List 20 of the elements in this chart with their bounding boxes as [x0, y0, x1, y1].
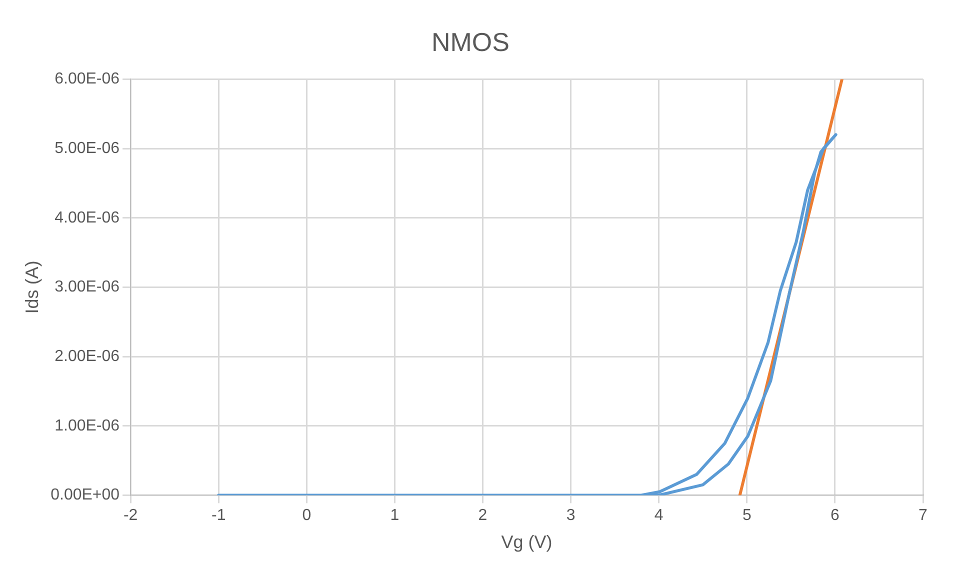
x-tick-label: 1	[390, 507, 400, 524]
y-tick-label: 0.00E+00	[50, 486, 120, 504]
chart-title: NMOS	[432, 26, 510, 57]
x-tick-label: 7	[918, 507, 928, 524]
x-tick-label: 4	[654, 507, 664, 524]
x-tick-label: -1	[211, 507, 226, 524]
x-tick-label: 3	[566, 507, 576, 524]
x-axis-title: Vg (V)	[501, 532, 552, 552]
x-tick-label: 0	[302, 507, 312, 524]
x-tick-label: 5	[742, 507, 752, 524]
x-tick-label: 2	[478, 507, 488, 524]
y-tick-label: 3.00E-06	[54, 278, 120, 296]
x-tick-label: -2	[123, 507, 138, 524]
y-tick-label: 5.00E-06	[54, 140, 120, 157]
y-tick-label: 4.00E-06	[54, 209, 120, 226]
y-tick-label: 1.00E-06	[54, 417, 120, 434]
x-tick-label: 6	[830, 507, 840, 524]
y-tick-label: 6.00E-06	[54, 70, 120, 88]
y-axis-title: Ids (A)	[22, 260, 42, 314]
y-tick-label: 2.00E-06	[54, 348, 120, 365]
